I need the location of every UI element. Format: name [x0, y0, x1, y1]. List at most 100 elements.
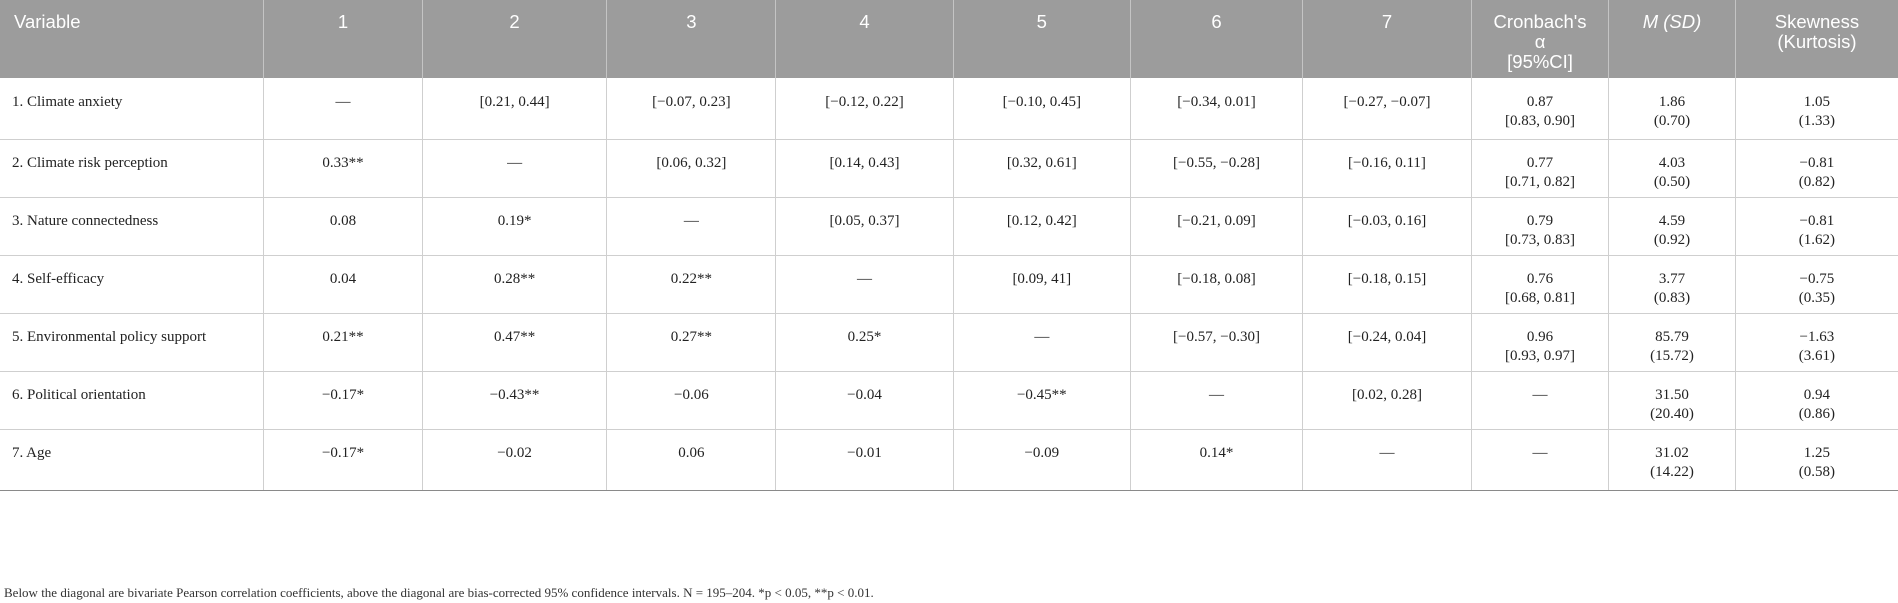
- row-variable-label: 4. Self-efficacy: [0, 255, 265, 314]
- row-variable-label: 2. Climate risk perception: [0, 139, 265, 198]
- cell-col-6: 0.14*: [1130, 429, 1304, 491]
- alpha-line-1: —: [1532, 444, 1548, 461]
- cell-col-7: [0.02, 0.28]: [1302, 371, 1472, 430]
- header-col-6: 6: [1130, 0, 1304, 78]
- cell-col-2: [0.21, 0.44]: [422, 78, 608, 140]
- header-col-4: 4: [775, 0, 954, 78]
- msd-line-2: (0.70): [1653, 113, 1691, 129]
- cell-msd: 31.50 (20.40): [1608, 371, 1736, 430]
- cell-col-2: 0.28**: [422, 255, 608, 314]
- row-variable-label: 1. Climate anxiety: [0, 78, 265, 140]
- cell-col-5: [0.09, 41]: [953, 255, 1131, 314]
- table-row: 7. Age −0.17* −0.02 0.06 −0.01 −0.09 0.14* — —31…: [0, 429, 1898, 491]
- msd-line-2: (15.72): [1650, 347, 1694, 364]
- table-row: 6. Political orientation −0.17* −0.43** −0.…: [0, 371, 1898, 430]
- skew-line-1: −0.75: [1799, 270, 1835, 287]
- row-variable-label: 6. Political orientation: [0, 371, 265, 430]
- cell-alpha: 0.96 [0.93, 0.97]: [1471, 313, 1610, 372]
- alpha-line-2: [0.83, 0.90]: [1505, 113, 1576, 129]
- header-row: Variable 1 2 3 4 5 6 7 Cronbach's α [95%…: [0, 0, 1898, 78]
- cell-col-6: [−0.55, −0.28]: [1130, 139, 1304, 198]
- cell-skew: −0.75 (0.35): [1735, 255, 1898, 314]
- cell-alpha: 0.87 [0.83, 0.90]: [1471, 78, 1610, 140]
- cell-alpha: —: [1471, 371, 1610, 430]
- table-row: 3. Nature connectedness 0.08 0.19* — [0.05, …: [0, 197, 1898, 256]
- cell-col-3: [−0.07, 0.23]: [606, 78, 777, 140]
- cell-col-1: 0.08: [263, 197, 423, 256]
- cell-msd: 4.03 (0.50): [1608, 139, 1736, 198]
- cell-col-1: 0.33**: [263, 139, 423, 198]
- cell-col-4: [0.05, 0.37]: [775, 197, 954, 256]
- cell-msd: 31.02 (14.22): [1608, 429, 1736, 491]
- cell-msd: 4.59 (0.92): [1608, 197, 1736, 256]
- cell-skew: 0.94 (0.86): [1735, 371, 1898, 430]
- cell-col-3: −0.06: [606, 371, 777, 430]
- cell-col-7: [−0.03, 0.16]: [1302, 197, 1472, 256]
- cell-skew: 1.05 (1.33): [1735, 78, 1898, 140]
- cell-skew: 1.25 (0.58): [1735, 429, 1898, 491]
- table-footnote: Below the diagonal are bivariate Pearson…: [4, 585, 874, 600]
- msd-line-1: 3.77: [1658, 270, 1686, 287]
- skew-line-1: −1.63: [1799, 328, 1835, 345]
- msd-line-2: (14.22): [1650, 463, 1694, 480]
- cell-col-1: −0.17*: [263, 371, 423, 430]
- cell-col-7: [−0.18, 0.15]: [1302, 255, 1472, 314]
- cell-col-3: [0.06, 0.32]: [606, 139, 777, 198]
- cell-col-2: —: [422, 139, 608, 198]
- row-variable-label: 7. Age: [0, 429, 265, 491]
- msd-line-2: (20.40): [1650, 405, 1694, 422]
- table-row: 2. Climate risk perception 0.33** — [0.06, …: [0, 139, 1898, 198]
- alpha-line-1: 0.79: [1526, 212, 1554, 229]
- alpha-line-2: [0.73, 0.83]: [1505, 231, 1576, 248]
- header-alpha-line2: α: [1534, 31, 1546, 52]
- skew-line-2: (0.86): [1798, 405, 1836, 422]
- cell-col-2: −0.43**: [422, 371, 608, 430]
- cell-col-6: —: [1130, 371, 1304, 430]
- cell-col-4: −0.04: [775, 371, 954, 430]
- alpha-line-2: [0.93, 0.97]: [1505, 347, 1576, 364]
- alpha-line-2: [0.68, 0.81]: [1505, 289, 1576, 306]
- cell-col-1: 0.04: [263, 255, 423, 314]
- alpha-line-1: 0.77: [1526, 154, 1554, 171]
- skew-line-1: 0.94: [1803, 386, 1831, 403]
- cell-col-4: [0.14, 0.43]: [775, 139, 954, 198]
- header-col-2: 2: [422, 0, 608, 78]
- cell-alpha: —: [1471, 429, 1610, 491]
- cell-skew: −0.81 (0.82): [1735, 139, 1898, 198]
- row-variable-label: 5. Environmental policy support: [0, 313, 265, 372]
- alpha-line-1: —: [1532, 386, 1548, 403]
- header-mean-sd: M (SD): [1608, 0, 1736, 78]
- cell-col-1: −0.17*: [263, 429, 423, 491]
- skew-line-1: 1.05: [1803, 94, 1831, 110]
- skew-line-2: (0.58): [1798, 463, 1836, 480]
- cell-col-4: −0.01: [775, 429, 954, 491]
- table-row: 5. Environmental policy support 0.21** 0.4…: [0, 313, 1898, 372]
- header-col-7: 7: [1302, 0, 1472, 78]
- cell-col-5: −0.45**: [953, 371, 1131, 430]
- skew-line-2: (3.61): [1798, 347, 1836, 364]
- correlation-table: Variable 1 2 3 4 5 6 7 Cronbach's α [95%…: [0, 0, 1898, 491]
- skew-line-1: −0.81: [1799, 154, 1835, 171]
- header-col-1: 1: [263, 0, 423, 78]
- cell-skew: −1.63 (3.61): [1735, 313, 1898, 372]
- header-variable: Variable: [0, 0, 265, 78]
- cell-msd: 85.79 (15.72): [1608, 313, 1736, 372]
- cell-msd: 1.86 (0.70): [1608, 78, 1736, 140]
- cell-col-3: 0.06: [606, 429, 777, 491]
- cell-col-4: 0.25*: [775, 313, 954, 372]
- cell-col-4: [−0.12, 0.22]: [775, 78, 954, 140]
- cell-col-5: [0.12, 0.42]: [953, 197, 1131, 256]
- msd-line-2: (0.50): [1653, 173, 1691, 190]
- header-skew-line1: Skewness: [1774, 11, 1860, 32]
- msd-line-1: 1.86: [1658, 94, 1686, 110]
- header-cronbach-alpha: Cronbach's α [95%CI]: [1471, 0, 1610, 78]
- header-col-5: 5: [953, 0, 1131, 78]
- cell-col-3: —: [606, 197, 777, 256]
- msd-line-2: (0.92): [1653, 231, 1691, 248]
- table-row: 1. Climate anxiety — [0.21, 0.44] [−0.07, 0…: [0, 78, 1898, 140]
- header-alpha-line1: Cronbach's: [1493, 11, 1587, 32]
- cell-col-6: [−0.34, 0.01]: [1130, 78, 1304, 140]
- cell-col-5: −0.09: [953, 429, 1131, 491]
- skew-line-1: 1.25: [1803, 444, 1831, 461]
- cell-alpha: 0.77 [0.71, 0.82]: [1471, 139, 1610, 198]
